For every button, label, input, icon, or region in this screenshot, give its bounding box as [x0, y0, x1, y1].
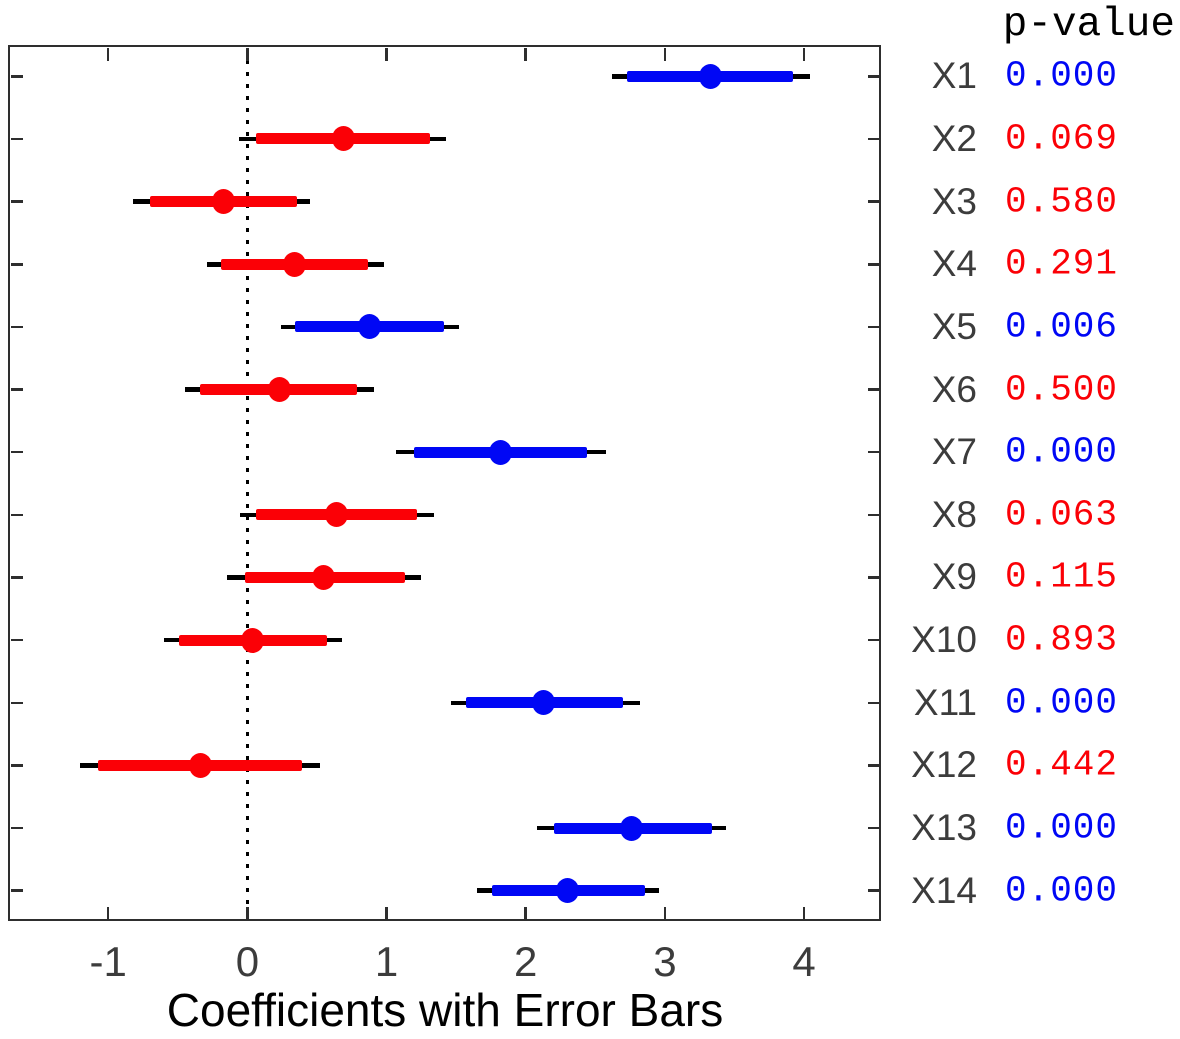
coefficient-marker: [188, 752, 212, 778]
p-value: 0.000: [1005, 807, 1119, 849]
y-tick: [10, 325, 23, 329]
variable-label: X5: [931, 305, 977, 347]
x-tick: [524, 47, 527, 61]
y-tick: [10, 513, 23, 517]
y-tick: [10, 701, 23, 704]
variable-label: X1: [931, 55, 977, 97]
coefficient-marker: [324, 502, 348, 528]
y-tick: [867, 200, 880, 203]
x-tick-label: 0: [235, 938, 260, 985]
y-tick: [10, 638, 23, 642]
x-tick: [385, 47, 388, 61]
y-tick: [10, 826, 23, 830]
variable-label: X10: [911, 619, 977, 661]
y-tick: [10, 889, 23, 892]
variable-label: X2: [931, 117, 977, 159]
y-tick: [10, 200, 23, 203]
y-tick: [867, 638, 880, 642]
y-tick: [867, 576, 880, 579]
y-tick: [10, 388, 23, 391]
y-tick: [10, 263, 23, 266]
coefficient-marker: [267, 377, 291, 403]
variable-label: X14: [911, 869, 977, 911]
p-value: 0.115: [1005, 556, 1119, 598]
p-value: 0.000: [1005, 55, 1119, 97]
p-value: 0.500: [1005, 369, 1119, 411]
variable-label: X9: [931, 556, 977, 598]
coefficient-marker: [699, 63, 723, 89]
variable-label: X13: [911, 807, 977, 849]
p-value: 0.006: [1005, 306, 1119, 348]
variable-label: X7: [931, 431, 977, 473]
y-tick: [867, 450, 880, 454]
y-tick: [10, 450, 23, 454]
coefficient-marker: [331, 126, 355, 152]
x-tick: [524, 906, 527, 920]
y-tick: [867, 325, 880, 329]
coefficient-marker: [619, 815, 643, 841]
variable-label: X6: [931, 368, 977, 410]
p-value: 0.069: [1005, 118, 1119, 160]
x-axis-title: Coefficients with Error Bars: [166, 984, 724, 1036]
p-value: 0.580: [1005, 181, 1119, 223]
variable-label: X11: [913, 681, 977, 723]
x-tick: [802, 47, 806, 61]
coefficient-marker: [312, 564, 336, 590]
y-tick: [867, 513, 880, 517]
x-tick: [106, 47, 110, 61]
p-value: 0.063: [1005, 494, 1119, 536]
p-value: 0.000: [1005, 431, 1119, 473]
y-tick: [10, 576, 23, 579]
p-value: 0.000: [1005, 682, 1119, 724]
x-tick-label: 4: [792, 938, 816, 985]
coefficient-marker: [283, 251, 307, 277]
zero-reference-line: [245, 48, 249, 919]
coefficient-marker: [241, 627, 265, 653]
coefficient-marker: [212, 189, 236, 215]
variable-label: X3: [931, 180, 977, 222]
coefficient-marker: [532, 690, 556, 716]
y-tick: [867, 263, 880, 266]
variable-label: X8: [931, 493, 977, 535]
y-tick: [10, 764, 23, 767]
y-tick: [867, 764, 880, 767]
coefficient-marker: [358, 314, 382, 340]
p-value: 0.442: [1005, 744, 1119, 786]
x-tick: [663, 906, 667, 920]
p-value: 0.000: [1005, 870, 1119, 912]
x-tick: [663, 47, 667, 61]
p-value: 0.893: [1005, 619, 1119, 661]
y-tick: [10, 75, 23, 78]
x-tick: [106, 906, 110, 920]
p-value: 0.291: [1005, 243, 1119, 285]
y-tick: [867, 889, 880, 892]
p-value-column-header: p-value: [1002, 2, 1175, 48]
coefficient-marker: [489, 439, 513, 465]
coefficient-marker: [555, 878, 579, 904]
y-tick: [867, 137, 880, 141]
x-tick: [802, 906, 806, 920]
x-tick-label: -1: [89, 938, 127, 985]
variable-label: X4: [931, 243, 977, 285]
x-tick: [385, 906, 388, 920]
y-tick: [867, 388, 880, 391]
y-tick: [867, 701, 880, 704]
y-tick: [867, 75, 880, 78]
y-tick: [10, 137, 23, 141]
variable-label: X12: [911, 744, 977, 786]
x-tick-label: 3: [653, 938, 677, 985]
x-tick-label: 1: [374, 938, 399, 985]
x-tick-label: 2: [514, 938, 538, 985]
x-tick: [246, 47, 249, 61]
plot-frame: [8, 45, 881, 921]
x-tick: [246, 906, 249, 920]
y-tick: [867, 826, 880, 830]
